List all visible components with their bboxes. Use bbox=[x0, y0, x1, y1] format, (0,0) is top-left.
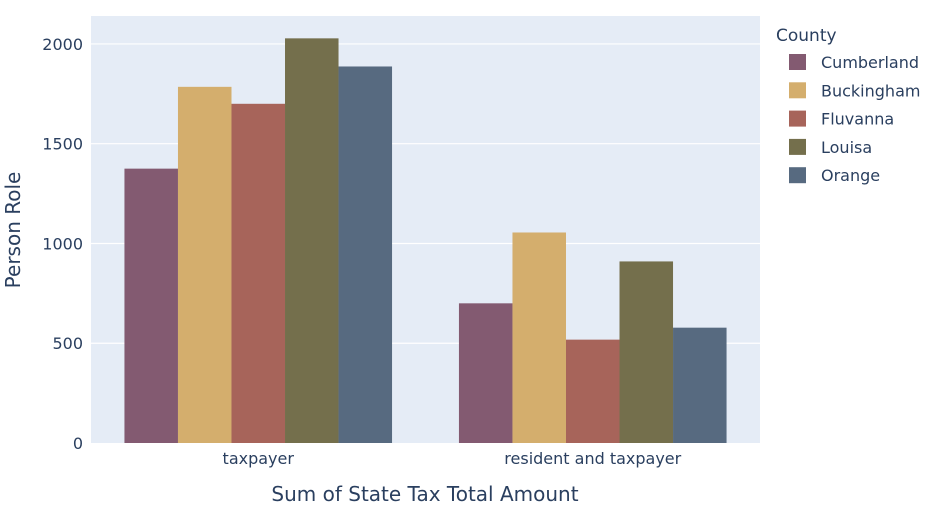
bar-fluvanna-1[interactable] bbox=[565, 339, 620, 443]
bar-louisa-1[interactable] bbox=[619, 261, 674, 443]
x-axis-title: Sum of State Tax Total Amount bbox=[271, 482, 578, 506]
legend-label-fluvanna[interactable]: Fluvanna bbox=[821, 110, 894, 129]
legend-swatch-fluvanna[interactable] bbox=[789, 110, 806, 127]
legend: County Cumberland Buckingham Fluvanna Louis… bbox=[776, 26, 920, 185]
y-tick-label: 0 bbox=[73, 434, 83, 453]
bar-orange-0[interactable] bbox=[338, 66, 393, 443]
bar-louisa-0[interactable] bbox=[285, 38, 339, 444]
bar-buckingham-1[interactable] bbox=[512, 232, 566, 443]
legend-label-cumberland[interactable]: Cumberland bbox=[821, 53, 919, 72]
x-tick-label: taxpayer bbox=[223, 449, 295, 468]
y-tick-label: 500 bbox=[52, 334, 83, 353]
bar-cumberland-1[interactable] bbox=[458, 303, 513, 443]
y-tick-label: 1500 bbox=[42, 135, 83, 154]
legend-swatch-buckingham[interactable] bbox=[789, 82, 806, 99]
y-tick-labels: 0 500 1000 1500 2000 bbox=[42, 35, 83, 453]
bars bbox=[124, 38, 727, 444]
legend-label-orange[interactable]: Orange bbox=[821, 166, 880, 185]
legend-label-buckingham[interactable]: Buckingham bbox=[821, 81, 920, 100]
legend-label-louisa[interactable]: Louisa bbox=[821, 138, 872, 157]
bar-fluvanna-0[interactable] bbox=[231, 103, 286, 443]
x-tick-labels: taxpayer resident and taxpayer bbox=[223, 449, 682, 468]
legend-items: Cumberland Buckingham Fluvanna Louisa Orange bbox=[789, 53, 920, 185]
y-tick-label: 2000 bbox=[42, 35, 83, 54]
bar-buckingham-0[interactable] bbox=[177, 86, 232, 444]
legend-swatch-cumberland[interactable] bbox=[789, 54, 806, 70]
y-axis-title: Person Role bbox=[1, 172, 25, 289]
bar-cumberland-0[interactable] bbox=[124, 168, 178, 443]
bar-orange-1[interactable] bbox=[673, 327, 727, 443]
x-tick-label: resident and taxpayer bbox=[504, 449, 681, 468]
y-tick-label: 1000 bbox=[42, 234, 83, 253]
legend-title: County bbox=[776, 26, 837, 46]
legend-swatch-orange[interactable] bbox=[789, 167, 806, 184]
legend-swatch-louisa[interactable] bbox=[789, 138, 806, 155]
